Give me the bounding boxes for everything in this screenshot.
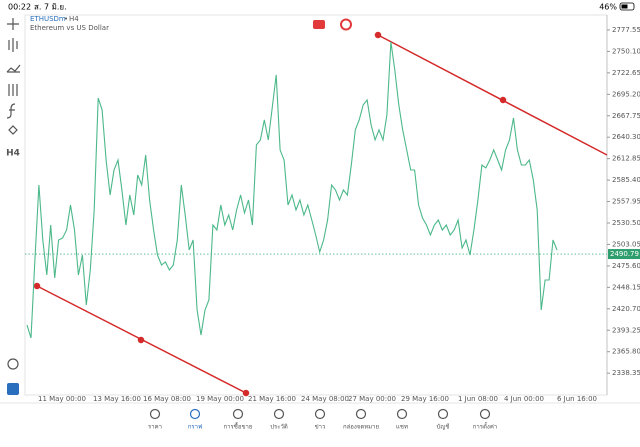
indicator-tool[interactable] xyxy=(6,64,21,73)
status-time: 00:22 xyxy=(8,3,31,12)
x-tick-label: 19 May 00:00 xyxy=(196,395,244,403)
trend-handle xyxy=(137,336,145,344)
trend-handle xyxy=(33,282,41,290)
crosshair-tool[interactable] xyxy=(7,18,19,30)
x-tick-label: 27 May 00:00 xyxy=(348,395,396,403)
nav-icon[interactable] xyxy=(232,408,244,420)
y-tick-label: 2612.85 xyxy=(612,155,640,163)
price-line xyxy=(26,41,558,339)
x-tick-label: 24 May 08:00 xyxy=(301,395,349,403)
current-price-box xyxy=(608,249,640,260)
x-tick-label: 1 Jun 08:00 xyxy=(458,395,498,403)
description: Ethereum vs US Dollar xyxy=(30,24,109,32)
timeframe-button[interactable]: H4 xyxy=(6,149,20,159)
nav-label[interactable]: บัญชี xyxy=(437,423,450,431)
oneclick-button[interactable] xyxy=(340,18,352,31)
nav-label[interactable]: ประวัติ xyxy=(270,424,288,431)
nav-label[interactable]: ราคา xyxy=(148,424,162,431)
nav-label[interactable]: แชท xyxy=(396,424,408,431)
symbol: ETHUSDm xyxy=(30,15,66,23)
nav-icon[interactable] xyxy=(273,408,285,420)
battery-icon xyxy=(619,2,635,11)
x-tick-label: 13 May 16:00 xyxy=(93,395,141,403)
y-tick-label: 2640.30 xyxy=(612,133,640,141)
current-price-label: 2490.79 xyxy=(610,250,639,258)
nav-label[interactable]: กล่องจดหมาย xyxy=(343,424,379,431)
x-tick-label: 4 Jun 00:00 xyxy=(504,395,544,403)
objects-tool[interactable] xyxy=(8,125,18,135)
y-tick-label: 2503.05 xyxy=(612,240,640,248)
nav-icon[interactable] xyxy=(355,408,367,420)
nav-label[interactable]: กราฟ xyxy=(188,424,202,431)
function-tool[interactable] xyxy=(6,103,16,119)
trend-handle xyxy=(499,96,507,104)
y-tick-label: 2695.20 xyxy=(612,90,640,98)
x-tick-label: 11 May 00:00 xyxy=(38,395,86,403)
y-tick-label: 2475.60 xyxy=(612,262,640,270)
y-tick-label: 2777.55 xyxy=(612,26,640,34)
battery-level xyxy=(621,4,628,9)
x-tick-label: 16 May 08:00 xyxy=(143,395,191,403)
y-tick-label: 2448.15 xyxy=(612,283,640,291)
y-tick-label: 2420.70 xyxy=(612,305,640,313)
settings-tool[interactable] xyxy=(8,84,18,96)
nav-icon[interactable] xyxy=(437,408,449,420)
nav-icon[interactable] xyxy=(314,408,326,420)
y-tick-label: 2585.40 xyxy=(612,176,640,184)
y-tick-label: 2722.65 xyxy=(612,69,640,77)
y-tick-label: 2750.10 xyxy=(612,47,640,55)
x-tick-label: 21 May 16:00 xyxy=(248,395,296,403)
nav-icon[interactable] xyxy=(149,408,161,420)
x-tick-label: 6 Jun 16:00 xyxy=(557,395,597,403)
y-tick-label: 2557.95 xyxy=(612,198,640,206)
y-tick-label: 2393.25 xyxy=(612,326,640,334)
chart-type-tool[interactable] xyxy=(8,38,18,52)
app-logo xyxy=(7,383,19,395)
zoom-tool[interactable] xyxy=(7,358,19,370)
dot: • xyxy=(64,15,68,23)
nav-label[interactable]: การซื้อขาย xyxy=(224,421,253,431)
y-tick-label: 2365.80 xyxy=(612,348,640,356)
trade-button[interactable] xyxy=(313,20,325,29)
trend-handle xyxy=(242,389,250,397)
y-tick-label: 2667.75 xyxy=(612,112,640,120)
trend-handle xyxy=(374,31,382,39)
timeframe: H4 xyxy=(69,15,79,23)
y-tick-label: 2530.50 xyxy=(612,219,640,227)
nav-icon[interactable] xyxy=(479,408,491,420)
nav-label[interactable]: การตั้งค่า xyxy=(473,421,497,431)
nav-label[interactable]: ข่าว xyxy=(315,424,326,431)
y-tick-label: 2338.35 xyxy=(612,369,640,377)
nav-icon[interactable] xyxy=(189,408,201,420)
status-date: ส. 7 มิ.ย. xyxy=(34,3,67,12)
status-battery: 46% xyxy=(599,3,617,12)
x-tick-label: 29 May 16:00 xyxy=(401,395,449,403)
trend-line xyxy=(377,34,608,156)
nav-icon[interactable] xyxy=(396,408,408,420)
